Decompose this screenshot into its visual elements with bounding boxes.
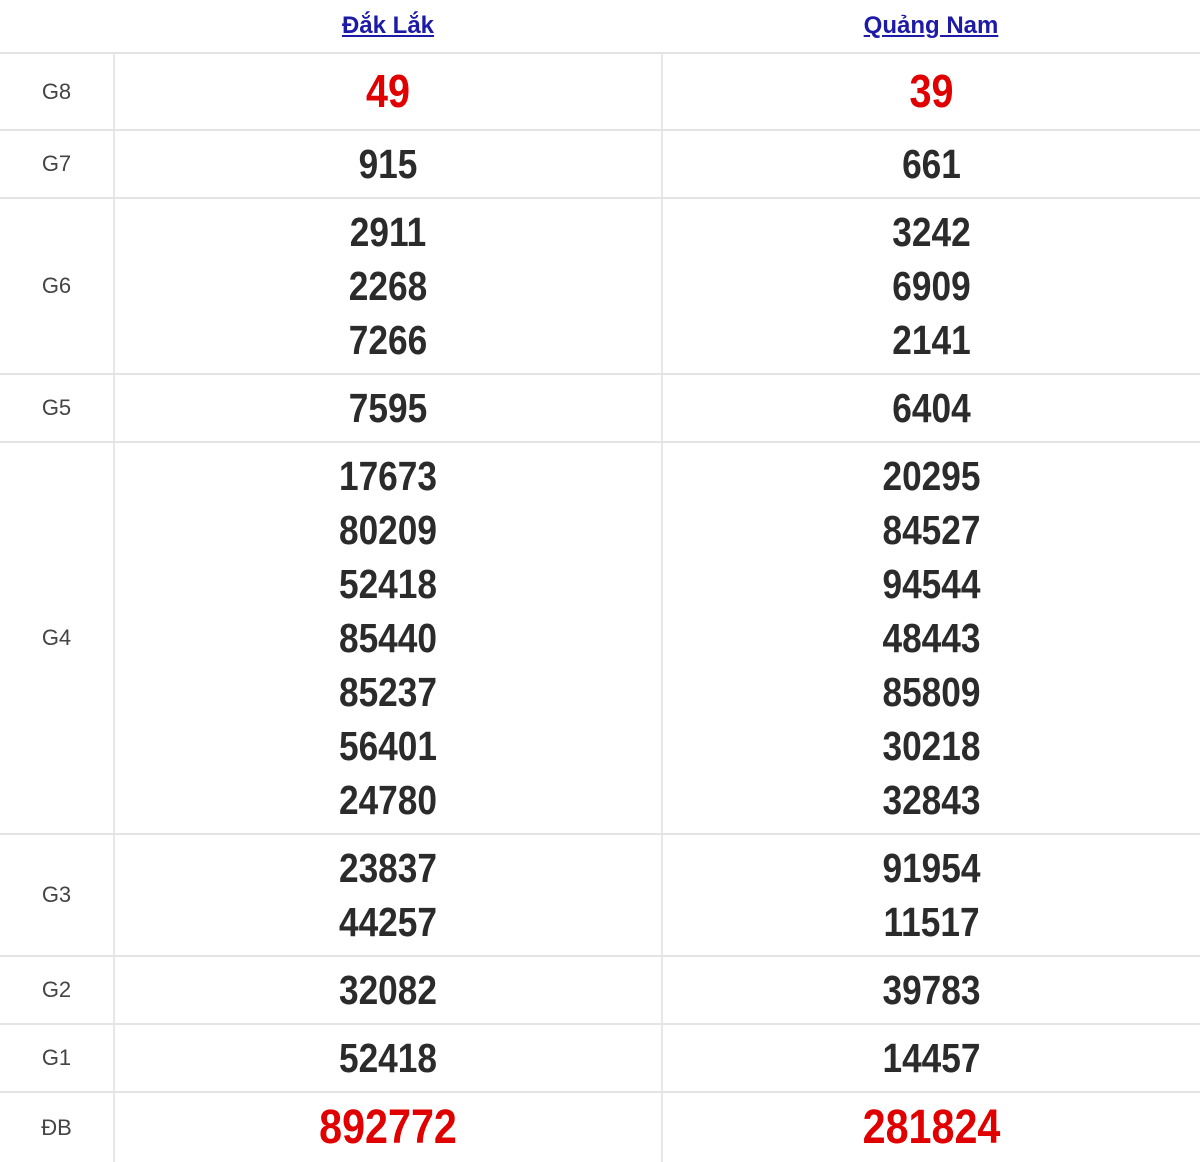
result-number: 85440 — [338, 615, 438, 661]
result-cell-1: 892772 — [114, 1092, 663, 1162]
result-number: 48443 — [882, 615, 981, 661]
prize-row-g1: G1 52418 14457 — [0, 1024, 1200, 1093]
result-cell-1: 32082 — [114, 956, 663, 1025]
province-link-quang-nam[interactable]: Quảng Nam — [863, 12, 999, 39]
province-header-2: Quảng Nam — [662, 0, 1200, 54]
result-number: 91954 — [882, 845, 981, 891]
prize-label: G1 — [0, 1024, 115, 1093]
result-number: 281824 — [862, 1101, 1001, 1154]
prize-row-g3: G3 23837 44257 91954 11517 — [0, 834, 1200, 957]
prize-label: G8 — [0, 53, 115, 131]
result-number: 85237 — [338, 669, 438, 715]
result-number: 11517 — [883, 899, 980, 945]
result-cell-1: 915 — [114, 130, 663, 199]
result-number: 32843 — [882, 777, 981, 823]
prize-row-g8: G8 49 39 — [0, 53, 1200, 131]
result-number: 84527 — [882, 507, 981, 553]
result-cell-1: 52418 — [114, 1024, 663, 1093]
result-number: 52418 — [338, 561, 438, 607]
result-number: 56401 — [338, 723, 438, 769]
prize-row-g4: G4 17673 80209 52418 85440 85237 56401 24780 202… — [0, 442, 1200, 835]
prize-row-g6: G6 2911 2268 7266 3242 6909 2141 — [0, 198, 1200, 375]
result-number: 23837 — [338, 845, 438, 891]
prize-row-g2: G2 32082 39783 — [0, 956, 1200, 1025]
result-cell-1: 49 — [114, 53, 663, 131]
prize-row-g7: G7 915 661 — [0, 130, 1200, 199]
result-number: 6404 — [892, 385, 971, 431]
province-link-dak-lak[interactable]: Đắk Lắk — [341, 12, 435, 39]
result-number: 85809 — [882, 669, 981, 715]
result-cell-1: 23837 44257 — [114, 834, 663, 957]
result-number: 32082 — [338, 967, 438, 1013]
result-cell-2: 39 — [662, 53, 1200, 131]
corner-cell — [0, 0, 114, 54]
result-number: 30218 — [882, 723, 981, 769]
header-row: Đắk Lắk Quảng Nam — [0, 0, 1200, 54]
result-cell-2: 14457 — [662, 1024, 1200, 1093]
result-number: 49 — [365, 65, 410, 117]
result-number: 24780 — [338, 777, 438, 823]
province-header-1: Đắk Lắk — [114, 0, 662, 54]
prize-label: G7 — [0, 130, 115, 199]
result-cell-2: 39783 — [662, 956, 1200, 1025]
result-number: 14457 — [882, 1035, 981, 1081]
result-number: 892772 — [319, 1101, 457, 1154]
prize-row-g5: G5 7595 6404 — [0, 374, 1200, 443]
result-cell-2: 6404 — [662, 374, 1200, 443]
result-cell-1: 17673 80209 52418 85440 85237 56401 24780 — [114, 442, 663, 835]
prize-row-đb: ĐB 892772 281824 — [0, 1092, 1200, 1162]
result-number: 915 — [358, 141, 418, 187]
result-cell-2: 20295 84527 94544 48443 85809 30218 32843 — [662, 442, 1200, 835]
result-number: 7266 — [348, 317, 428, 363]
result-number: 44257 — [338, 899, 438, 945]
result-number: 2141 — [892, 317, 971, 363]
result-number: 20295 — [882, 453, 981, 499]
result-cell-1: 2911 2268 7266 — [114, 198, 663, 375]
result-cell-2: 91954 11517 — [662, 834, 1200, 957]
result-number: 17673 — [338, 453, 438, 499]
result-number: 80209 — [338, 507, 438, 553]
prize-label: G3 — [0, 834, 115, 957]
result-number: 52418 — [338, 1035, 438, 1081]
result-number: 2268 — [348, 263, 428, 309]
result-cell-2: 281824 — [662, 1092, 1200, 1162]
prize-label: G4 — [0, 442, 115, 835]
prize-label: G5 — [0, 374, 115, 443]
result-number: 3242 — [892, 209, 971, 255]
result-number: 94544 — [882, 561, 981, 607]
result-number: 661 — [902, 141, 961, 187]
result-cell-2: 661 — [662, 130, 1200, 199]
result-number: 2911 — [349, 209, 427, 255]
result-number: 39783 — [882, 967, 981, 1013]
result-cell-2: 3242 6909 2141 — [662, 198, 1200, 375]
prize-label: ĐB — [0, 1092, 115, 1162]
prize-label: G6 — [0, 198, 115, 375]
result-number: 39 — [909, 65, 954, 117]
result-number: 7595 — [348, 385, 428, 431]
prize-label: G2 — [0, 956, 115, 1025]
result-cell-1: 7595 — [114, 374, 663, 443]
result-number: 6909 — [892, 263, 971, 309]
